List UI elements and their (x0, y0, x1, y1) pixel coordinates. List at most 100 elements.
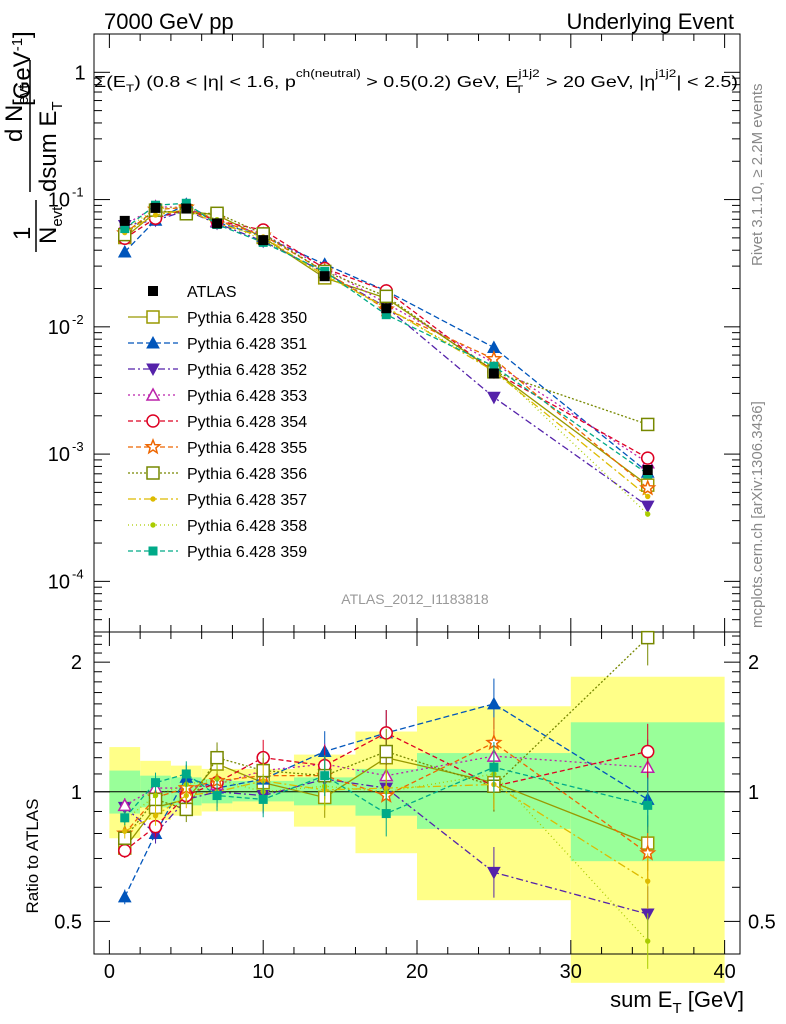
marker (146, 363, 160, 377)
marker (645, 511, 651, 517)
marker (146, 414, 160, 428)
y-tick-exponent: -2 (72, 312, 84, 327)
marker (639, 479, 657, 496)
ratio-tick-label-right: 0.5 (748, 911, 776, 933)
rivet-label: Rivet 3.1.10, ≥ 2.2M events (749, 84, 766, 267)
legend-entry-3: Pythia 6.428 352 (128, 362, 307, 379)
marker (145, 387, 161, 401)
x-tick-label: 0 (104, 961, 115, 983)
legend-entry-4: Pythia 6.428 353 (128, 387, 307, 405)
series-line-main (124, 209, 648, 426)
svg-text:1: 1 (9, 227, 36, 240)
atlas-data (119, 202, 653, 475)
marker (640, 500, 655, 514)
svg-text:[GeV-1]: [GeV-1] (9, 31, 36, 106)
legend-entry-6: Pythia 6.428 355 (128, 437, 307, 457)
legend-entry-1: Pythia 6.428 350 (128, 310, 307, 327)
ratio-uncertainty-bands (109, 676, 725, 983)
marker (488, 368, 499, 379)
legend-label: Pythia 6.428 351 (187, 336, 307, 353)
marker (144, 437, 162, 455)
plot-title: Σ(E T) (0.8 < |η| < 1.6, p ch(neutral) > 0… (94, 68, 738, 96)
ratio-tick-label-left: 1 (71, 782, 82, 804)
marker (151, 778, 161, 788)
marker (640, 451, 655, 465)
marker (150, 496, 156, 502)
legend-entry-7: Pythia 6.428 356 (128, 466, 307, 483)
y-tick-label: 10 (48, 444, 70, 466)
y-tick-exponent: -3 (72, 439, 84, 454)
marker (146, 466, 160, 480)
legend-label: Pythia 6.428 356 (187, 466, 307, 483)
marker (258, 235, 269, 246)
legend-label: Pythia 6.428 357 (187, 492, 307, 509)
legend-entry-8: Pythia 6.428 357 (128, 492, 307, 509)
series-line-ratio (124, 741, 649, 854)
marker (146, 335, 160, 349)
marker (487, 391, 501, 405)
legend-label: Pythia 6.428 359 (187, 544, 307, 561)
marker (210, 750, 224, 765)
legend-label: Pythia 6.428 354 (187, 414, 307, 431)
ratio-tick-label-right: 1 (748, 782, 759, 804)
marker (642, 464, 653, 475)
header-left: 7000 GeV pp (104, 9, 234, 34)
svg-text:dsum ET: dsum ET (35, 101, 66, 192)
marker (212, 218, 223, 229)
legend-label: ATLAS (187, 284, 237, 301)
marker (487, 866, 501, 880)
y-tick-label: 10 (48, 190, 70, 212)
ratio-tick-label-left: 2 (71, 652, 82, 674)
marker (117, 244, 132, 258)
ratio-ylabel: Ratio to ATLAS (23, 799, 42, 914)
legend-label: Pythia 6.428 353 (187, 388, 307, 405)
marker (645, 878, 651, 884)
marker (122, 828, 128, 834)
series-line-main (124, 210, 649, 507)
legend-entry-10: Pythia 6.428 359 (128, 544, 307, 561)
x-tick-label: 30 (560, 961, 582, 983)
marker (640, 630, 655, 645)
marker (148, 546, 158, 556)
marker (319, 271, 330, 282)
y-tick-exponent: -4 (72, 566, 84, 581)
marker (150, 202, 161, 213)
legend-entry-9: Pythia 6.428 358 (128, 518, 307, 535)
marker (119, 215, 130, 226)
series-line-ratio (124, 703, 649, 898)
analysis-label: ATLAS_2012_I1183818 (341, 591, 489, 607)
x-tick-label: 40 (713, 961, 735, 983)
marker (146, 310, 160, 324)
header-right: Underlying Event (566, 9, 734, 34)
ratio-tick-label-left: 0.5 (54, 911, 82, 933)
ratio-tick-label-right: 2 (748, 652, 759, 674)
series-layer (116, 197, 657, 969)
legend-label: Pythia 6.428 355 (187, 440, 307, 457)
y-tick-label: 1 (74, 62, 85, 84)
marker (640, 417, 655, 432)
marker (381, 809, 391, 819)
mcplots-label: mcplots.cern.ch [arXiv:1306.3436] (749, 401, 766, 628)
legend-label: Pythia 6.428 352 (187, 362, 307, 379)
marker (120, 813, 130, 823)
marker (117, 797, 133, 812)
marker (320, 771, 330, 781)
x-tick-label: 10 (252, 961, 274, 983)
main-ylabel: 1 Nevt d Nevt dsum ET [GeV-1] (1, 31, 66, 252)
series-line-main (124, 206, 649, 489)
marker (152, 212, 159, 218)
legend-label: Pythia 6.428 358 (187, 518, 307, 535)
y-tick-exponent: -1 (72, 185, 84, 200)
legend-label: Pythia 6.428 350 (187, 310, 307, 327)
marker (487, 696, 501, 710)
y-tick-label: 10 (48, 317, 70, 339)
marker (640, 744, 655, 759)
legend-entry-2: Pythia 6.428 351 (128, 335, 307, 353)
marker (258, 794, 268, 804)
legend: ATLAS Pythia 6.428 350 Pythia 6.428 351 Pyt… (128, 284, 307, 561)
series-line-ratio (124, 778, 648, 915)
y-tick-label: 10 (48, 571, 70, 593)
marker (181, 203, 192, 214)
